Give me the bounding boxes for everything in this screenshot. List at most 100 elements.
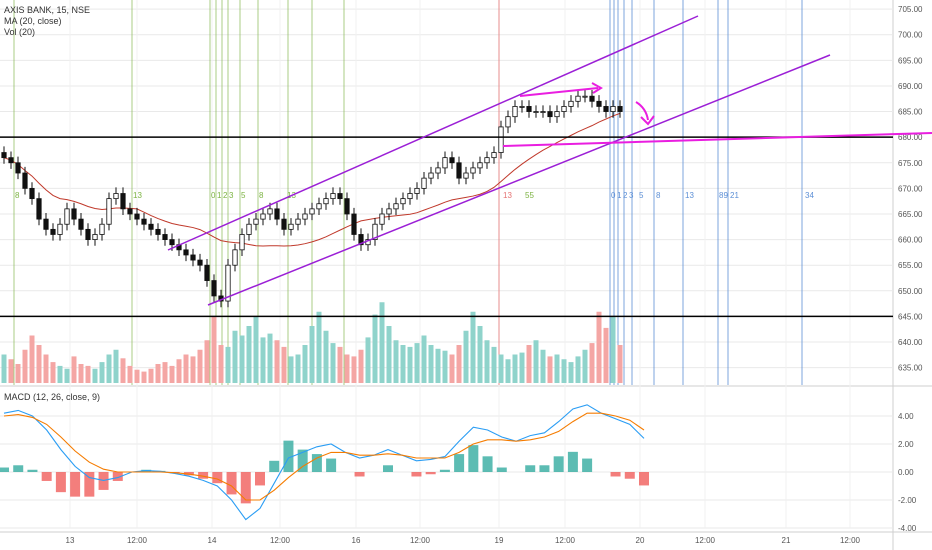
price-tick-label: 640.00 [898,338,923,347]
candle-body [414,187,420,194]
candle-body [379,213,385,225]
macd-histogram-bar [226,472,237,495]
arrowhead-top [591,82,603,94]
macd-histogram-bar [84,472,95,497]
volume-bar [428,345,434,383]
symbol-label[interactable]: AXIS BANK, 15, NSE [4,5,91,15]
channel-upper-line [167,15,699,251]
macd-tick-label: 0.00 [898,468,914,477]
candle-body [617,106,623,112]
candle-body [337,193,343,200]
price-tick-label: 675.00 [898,159,923,168]
fib-time-label: 13 [133,191,142,200]
macd-histogram-bar [41,472,52,481]
candle-body [281,218,287,230]
candle-body [204,264,210,281]
volume-bar [176,359,182,383]
volume-bar [281,346,287,383]
volume-bar [323,330,329,383]
volume-bar [134,369,140,383]
ma-label[interactable]: MA (20, close) [4,16,62,26]
time-tick-label: 12:00 [840,536,861,545]
candle-body [43,218,49,230]
volume-bar [218,345,224,383]
volume-bar [330,343,336,383]
candle-body [330,193,336,200]
volume-bar [267,333,273,383]
volume-bar [547,356,553,383]
candle-body [127,208,133,215]
volume-bar [470,311,476,383]
macd-histogram-bar [13,465,24,472]
candle-body [197,259,203,266]
price-tick-label: 650.00 [898,287,923,296]
fib-time-label: 2 [223,191,228,200]
volume-bar [162,362,168,383]
volume-bar [400,345,406,383]
macd-histogram-bar [383,465,393,472]
volume-bar [1,354,7,383]
volume-bar [610,316,616,383]
macd-histogram-bar [112,472,123,481]
macd-histogram-bar [439,469,450,472]
time-tick-label: 19 [495,536,504,545]
volume-bar [99,362,105,383]
volume-bar [246,326,252,383]
candle-body [267,208,273,215]
volume-bar [148,368,154,383]
volume-bar [71,356,77,383]
volume-bar [596,311,602,383]
candle-body [456,162,462,179]
candle-body [603,106,609,112]
candle-body [582,95,588,98]
fib-time-label: 0 [211,191,216,200]
volume-bar [554,354,560,383]
macd-legend: MACD (12, 26, close, 9) [4,392,100,403]
macd-histogram-bar [55,472,66,493]
candle-body [519,106,525,108]
volume-bar [379,302,385,383]
fib-time-label: 13 [685,191,694,200]
candle-body [253,218,259,225]
candle-body [92,234,98,240]
volume-bar [92,368,98,383]
time-tick-label: 12:00 [695,536,716,545]
macd-label[interactable]: MACD (12, 26, close, 9) [4,392,101,402]
volume-bar [127,365,133,383]
candle-body [22,172,28,189]
volume-bar [120,358,126,383]
volume-bar [512,354,518,383]
volume-bar [484,340,490,383]
volume-bar [519,352,525,383]
volume-bar [463,330,469,383]
candle-body [498,126,504,153]
candle-body [316,203,322,210]
volume-bar [533,340,539,383]
fib-time-label: 0 [611,191,616,200]
candle-body [589,95,595,102]
macd-histogram-bar [567,451,578,472]
volume-bar [302,345,308,383]
macd-histogram-bar [425,472,436,475]
candle-body [71,208,77,220]
volume-bar [337,346,343,383]
fib-time-label: 5 [241,191,246,200]
macd-tick-label: 4.00 [898,412,914,421]
candle-body [120,193,126,210]
volume-bar [505,359,511,383]
vol-label[interactable]: Vol (20) [4,27,36,37]
candle-body [358,234,364,246]
arrow-line-top [519,87,599,97]
candle-body [169,239,175,246]
volume-bar [540,349,546,383]
fib-time-label: 8 [259,191,264,200]
volume-bar [582,349,588,383]
volume-bar [225,346,231,383]
candle-body [610,106,616,112]
candle-body [190,254,196,261]
macd-histogram-bar [311,454,322,472]
volume-bar [309,326,315,383]
candle-body [407,193,413,200]
candle-body [428,172,434,179]
